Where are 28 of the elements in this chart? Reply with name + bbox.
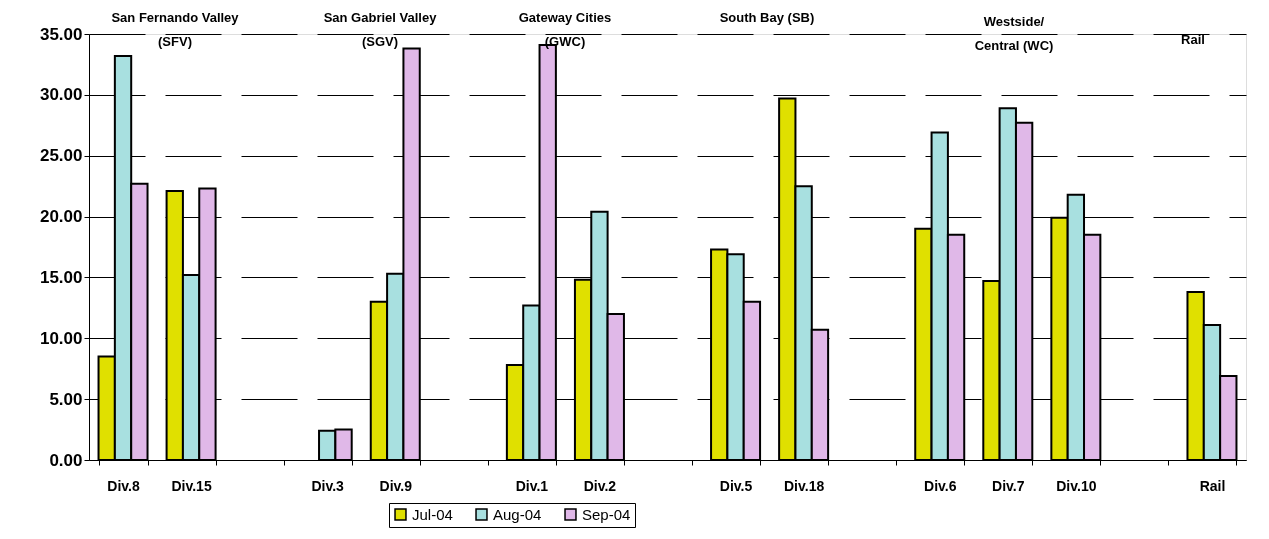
x-tick-label: Div.6 [924,477,957,494]
annotation: San Fernando Valley (SFV) [111,10,240,49]
x-tick-label: Div.9 [379,477,413,494]
annotation: Westside/ Central (WC) [974,14,1054,53]
legend-label: Sep-04 [582,505,631,523]
x-tick-label: Div.18 [784,477,825,494]
legend-label: Aug-04 [493,505,542,523]
y-tick-label: 25.00 [39,146,83,166]
y-tick-label: 10.00 [39,328,83,348]
y-tick-label: 15.00 [39,267,83,287]
x-tick-label: Rail [1199,477,1226,494]
y-tick-label: 35.00 [39,24,83,44]
y-tick-label: 5.00 [49,389,83,409]
x-tick-label: Div.1 [515,477,549,494]
x-tick-label: Div.15 [171,477,212,494]
x-tick-label: Div.7 [992,477,1025,494]
x-tick-label: Div.10 [1056,477,1097,494]
x-tick-label: Div.2 [583,477,617,494]
y-tick-label: 20.00 [39,207,83,227]
annotation: San Gabriel Valley (SGV) [323,10,438,49]
y-tick-label: 0.00 [49,450,83,470]
x-tick-label: Div.3 [311,477,345,494]
y-tick-label: 30.00 [39,85,83,105]
text: South Bay (SB) [719,10,815,25]
x-tick-label: Div.5 [719,477,753,494]
annotation: Rail [1181,32,1205,47]
x-tick-label: Div.8 [107,477,140,494]
legend-label: Jul-04 [412,505,453,523]
